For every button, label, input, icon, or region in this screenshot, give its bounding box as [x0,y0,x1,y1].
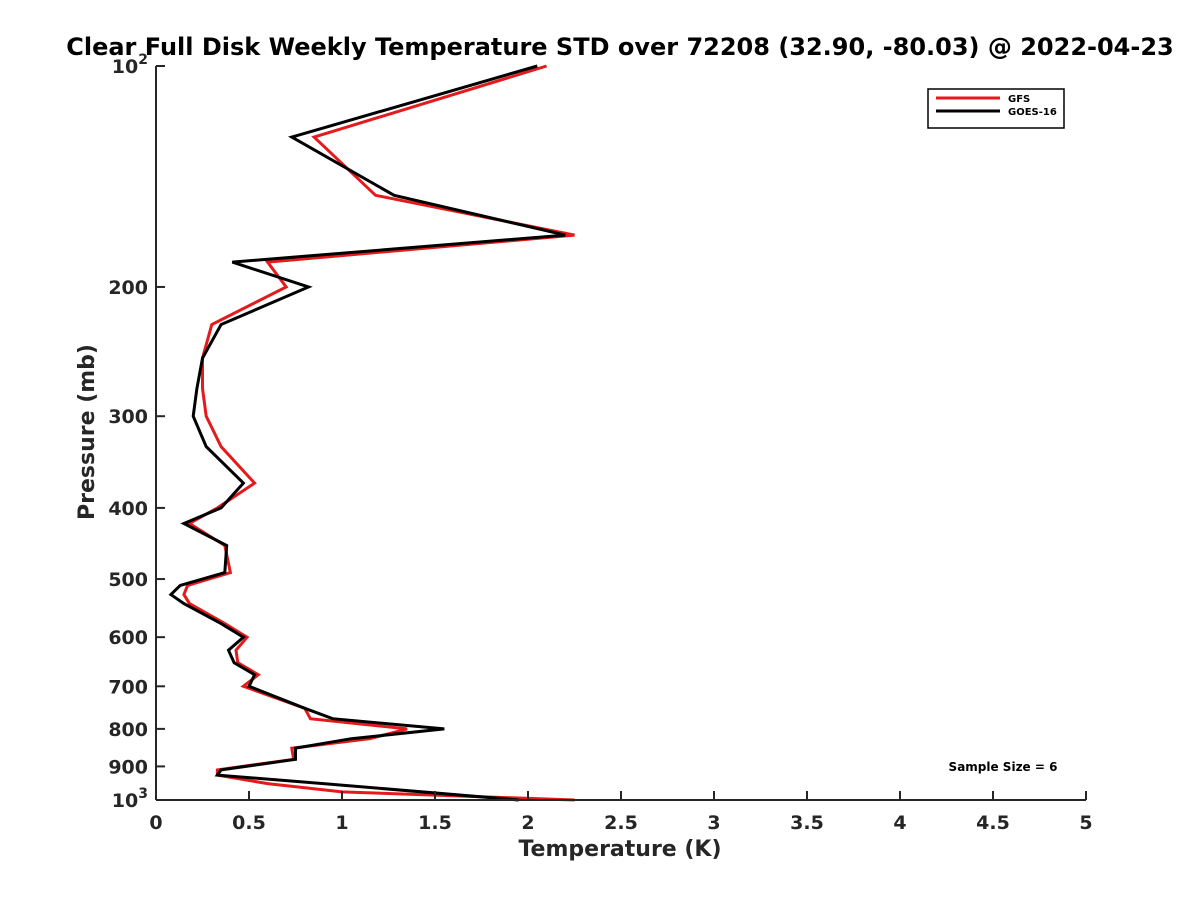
sample-size-annotation: Sample Size = 6 [949,760,1058,774]
axes-layer: 0 0.5 1 1.5 2 2.5 3 3.5 4 4.5 5 102 200 300 400 500 600 7… [108,52,1092,834]
y-tick-label: 800 [108,719,148,741]
legend: GFS GOES-16 [927,88,1065,129]
y-tick-label: 102 [112,52,148,78]
legend-label: GFS [1008,94,1030,105]
x-tick-label: 2.5 [604,812,638,834]
series-layer [168,64,575,802]
x-axis-label: Temperature (K) [518,837,721,862]
y-axis-label: Pressure (mb) [75,344,100,520]
y-tick-label: 400 [108,498,148,520]
x-tick-label: 1.5 [418,812,452,834]
x-tick-label: 3 [707,812,720,834]
x-tick-label: 1 [335,812,348,834]
y-tick-label: 700 [108,676,148,698]
x-tick-label: 3.5 [790,812,824,834]
y-tick-label: 200 [108,277,148,299]
x-tick-label: 2 [521,812,534,834]
x-tick-label: 0 [149,812,162,834]
y-tick-label: 600 [108,627,148,649]
x-tick-label: 4.5 [976,812,1010,834]
x-tick-label: 4 [893,812,906,834]
y-tick-label: 103 [112,786,148,812]
x-tick-label: 0.5 [232,812,266,834]
x-tick-label: 5 [1079,812,1092,834]
legend-label: GOES-16 [1008,107,1057,118]
y-tick-label: 300 [108,406,148,428]
series-line-goes-16 [168,64,566,802]
y-tick-label: 500 [108,569,148,591]
legend-box [927,88,1065,129]
chart-title: Clear Full Disk Weekly Temperature STD o… [66,33,1174,61]
y-tick-label: 900 [108,756,148,778]
series-line-gfs [182,64,575,802]
